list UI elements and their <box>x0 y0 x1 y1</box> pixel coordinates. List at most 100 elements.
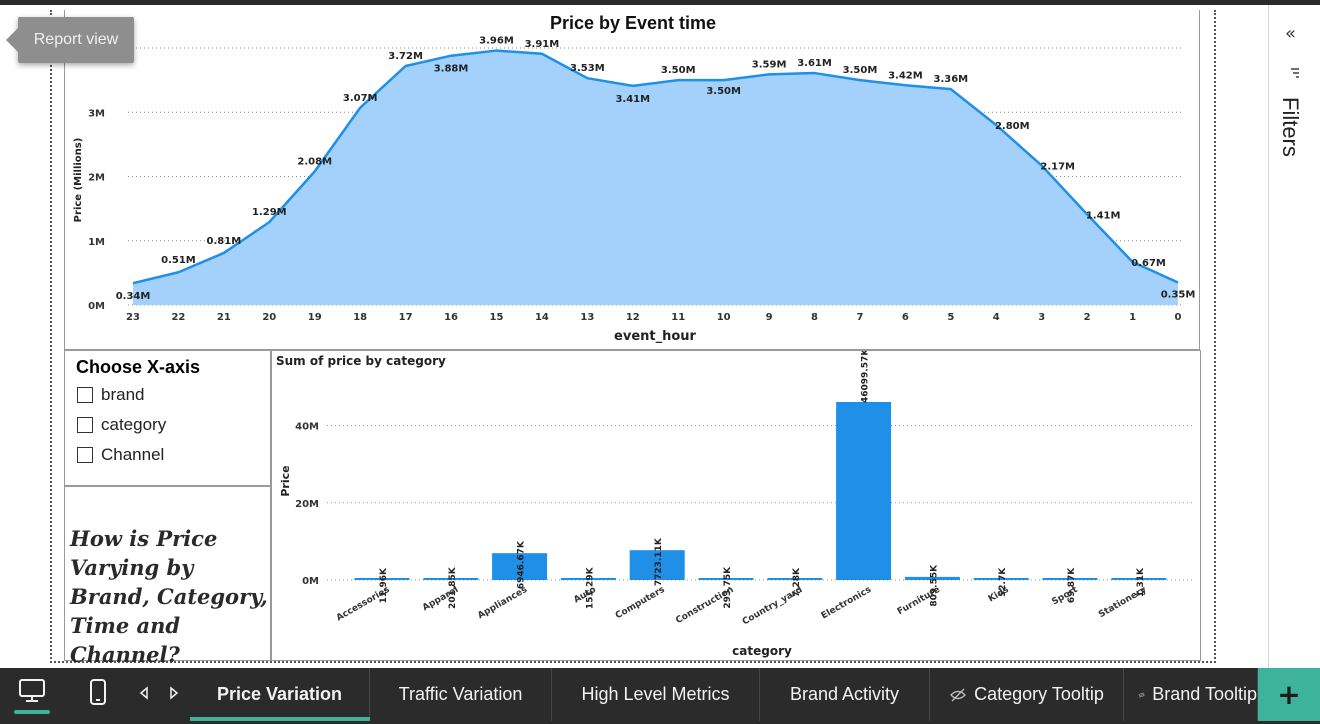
tab-brand-activity[interactable]: Brand Activity <box>760 668 930 721</box>
x-tick-label: 13 <box>580 312 594 323</box>
data-label: 3.50M <box>843 65 878 76</box>
bar <box>560 578 616 580</box>
bar-chart-svg: Sum of price by category0M20M40M11.96KAc… <box>276 351 1192 658</box>
layout-selected-indicator <box>14 710 50 714</box>
data-label: 0.35M <box>1161 290 1196 301</box>
data-label: 3.88M <box>434 64 469 75</box>
x-tick-label: 3 <box>1038 312 1045 323</box>
page-navigation-bar: Price Variation Traffic Variation High L… <box>0 668 1320 724</box>
sum-of-price-by-category-chart[interactable]: Sum of price by category 0M 20M 40M 11.96K Ac… <box>271 350 1201 661</box>
report-view-tooltip: Report view <box>6 17 134 63</box>
y-tick-label: 40M <box>295 422 319 433</box>
data-label: 3.50M <box>661 65 696 76</box>
y-tick-label: 0M <box>302 576 319 587</box>
data-label: 3.72M <box>388 51 423 62</box>
x-tick-label: 22 <box>171 312 185 323</box>
question-textbox: How is Price Varying by Brand, Category,… <box>64 486 271 667</box>
x-tick-label: 18 <box>353 312 367 323</box>
slicer-option-label: brand <box>101 385 145 404</box>
data-label: 2.17M <box>1040 162 1075 173</box>
checkbox-icon[interactable] <box>77 417 93 433</box>
x-tick-label: 0 <box>1175 312 1182 323</box>
y-tick-label: 0M <box>88 301 105 312</box>
x-tick-label: 10 <box>717 312 731 323</box>
x-tick-label: 11 <box>671 312 685 323</box>
bar <box>1111 578 1167 580</box>
x-axis-label: event_hour <box>614 329 697 344</box>
bar <box>629 550 685 580</box>
data-label: 3.42M <box>888 70 923 81</box>
data-label: 46099.57K <box>861 351 871 403</box>
data-label: 2.08M <box>297 156 332 167</box>
desktop-layout-icon[interactable] <box>18 678 46 704</box>
mobile-layout-icon[interactable] <box>89 678 107 706</box>
y-axis-label: Price <box>279 465 292 496</box>
y-tick-label: 1M <box>88 237 105 248</box>
x-tick-label: 7 <box>856 312 863 323</box>
y-tick-label: 3M <box>88 108 105 119</box>
data-label: 3.50M <box>706 86 741 97</box>
data-label: 3.41M <box>615 94 650 105</box>
checkbox-icon[interactable] <box>77 447 93 463</box>
x-tick-label: 4 <box>993 312 1000 323</box>
bar <box>423 578 479 580</box>
double-chevron-left-icon[interactable]: « <box>1285 23 1297 44</box>
x-tick-label: 21 <box>217 312 231 323</box>
area-fill <box>133 50 1178 305</box>
tab-brand-tooltip[interactable]: Brand Tooltip <box>1124 668 1258 721</box>
tab-high-level-metrics[interactable]: High Level Metrics <box>552 668 760 721</box>
x-tick-label: Country_yard <box>741 585 804 627</box>
filters-pane[interactable]: « Filters <box>1268 5 1320 668</box>
hidden-eye-icon <box>1138 691 1145 698</box>
checkbox-icon[interactable] <box>77 387 93 403</box>
data-label: 151.29K <box>585 566 595 609</box>
x-tick-label: 6 <box>902 312 909 323</box>
data-label: 201.85K <box>448 566 458 609</box>
data-label: 11.96K <box>379 567 389 603</box>
bar <box>973 578 1029 580</box>
bar <box>698 578 754 580</box>
x-tick-label: 1 <box>1129 312 1136 323</box>
data-label: 69.87K <box>1067 567 1077 603</box>
filter-lines-icon[interactable] <box>1289 67 1301 79</box>
x-tick-label: Kids <box>987 585 1011 605</box>
data-label: 0.34M <box>116 291 151 302</box>
slicer-option-category[interactable]: category <box>77 414 166 436</box>
hidden-eye-icon <box>950 688 967 701</box>
tab-label: Brand Tooltip <box>1152 684 1257 704</box>
slicer-option-brand[interactable]: brand <box>77 384 144 406</box>
x-tick-label: 14 <box>535 312 549 323</box>
data-label: 6946.67K <box>517 540 527 589</box>
data-label: 1.31K <box>1136 567 1146 597</box>
data-label: 0.81M <box>207 236 242 247</box>
data-label: 3.07M <box>343 93 378 104</box>
area-chart-svg: Price by Event time0M1M2M3M4M0.34M230.51… <box>73 13 1196 344</box>
slicer-option-channel[interactable]: Channel <box>77 444 164 466</box>
active-tab-indicator <box>190 717 370 721</box>
price-by-event-time-chart[interactable]: Price by Event time0M1M2M3M4M0.34M230.51… <box>64 10 1200 350</box>
x-tick-label: 8 <box>811 312 818 323</box>
next-page-icon[interactable] <box>168 686 180 700</box>
y-axis-label: Price (Millions) <box>73 138 84 223</box>
report-canvas: Price by Event time0M1M2M3M4M0.34M230.51… <box>0 5 1268 668</box>
data-label: 52.7K <box>998 567 1008 597</box>
data-label: 0.51M <box>161 255 196 266</box>
filters-label[interactable]: Filters <box>1278 97 1303 157</box>
x-axis-slicer: Choose X-axis brand category Channel <box>64 350 271 486</box>
tab-traffic-variation[interactable]: Traffic Variation <box>370 668 552 721</box>
tab-price-variation[interactable]: Price Variation <box>190 668 370 721</box>
data-label: 293.75K <box>723 566 733 609</box>
tab-label: Price Variation <box>216 684 343 704</box>
add-page-button[interactable]: + <box>1258 668 1320 721</box>
x-tick-label: 5 <box>947 312 954 323</box>
tab-category-tooltip[interactable]: Category Tooltip <box>930 668 1124 721</box>
y-tick-label: 2M <box>88 173 105 184</box>
bar <box>767 578 823 580</box>
data-label: 0.67M <box>1131 258 1166 269</box>
page-boundary <box>50 10 1216 663</box>
question-text: How is Price Varying by Brand, Category,… <box>70 526 268 667</box>
tab-label: Brand Activity <box>789 684 900 704</box>
x-axis-label: category <box>732 644 792 658</box>
previous-page-icon[interactable] <box>138 686 150 700</box>
data-label: 3.96M <box>479 36 514 47</box>
